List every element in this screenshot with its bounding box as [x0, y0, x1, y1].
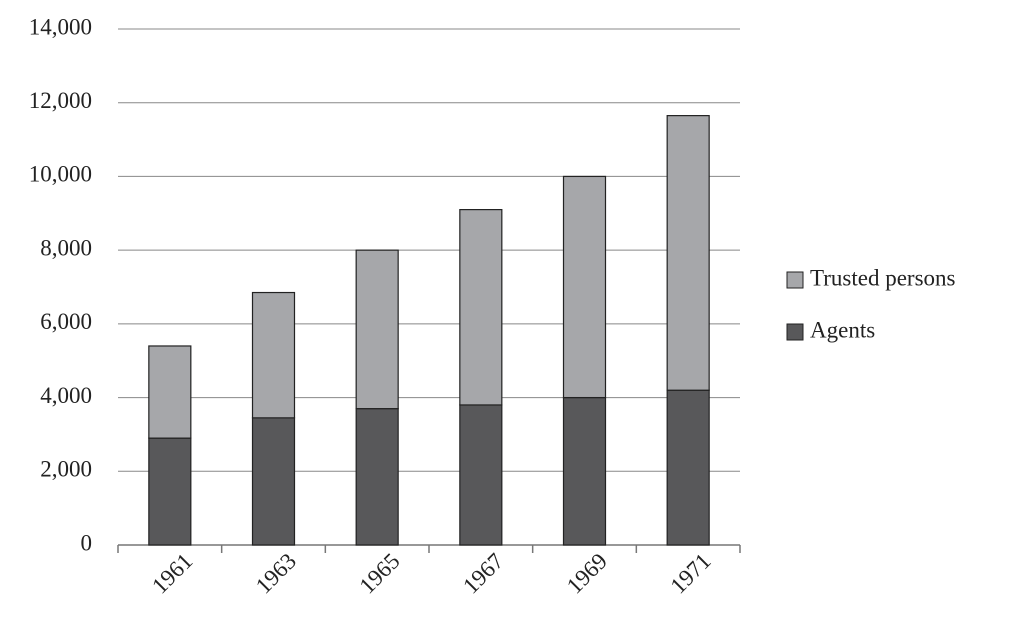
x-tick-label: 1961	[147, 548, 197, 598]
y-tick-label: 6,000	[40, 309, 92, 334]
y-tick-label: 0	[81, 530, 93, 555]
bar-segment	[666, 389, 710, 546]
bar-segment	[459, 209, 503, 406]
bar-segment	[562, 396, 607, 546]
legend-label: Agents	[810, 317, 875, 342]
bar-segment	[355, 249, 399, 410]
bar-segment	[251, 291, 296, 419]
y-tick-label: 10,000	[29, 162, 92, 187]
y-tick-label: 4,000	[40, 383, 92, 408]
legend-swatch	[786, 271, 804, 289]
x-tick-label: 1971	[665, 548, 715, 598]
bar-segment	[666, 115, 710, 391]
legend-swatch	[786, 323, 804, 341]
y-tick-label: 8,000	[40, 235, 92, 260]
y-tick-label: 2,000	[40, 457, 92, 482]
bar-segment	[459, 404, 503, 546]
x-tick-label: 1963	[251, 548, 301, 598]
bar-segment	[562, 175, 607, 399]
y-tick-label: 14,000	[29, 14, 92, 39]
x-tick-label: 1969	[562, 548, 612, 598]
legend-label: Trusted persons	[810, 265, 956, 290]
x-tick-label: 1967	[458, 548, 508, 598]
bar-segment	[148, 345, 192, 439]
bar-segment	[148, 437, 192, 546]
x-tick-label: 1965	[354, 548, 404, 598]
bar-segment	[251, 417, 296, 546]
bar-segment	[355, 408, 399, 546]
y-tick-label: 12,000	[29, 88, 92, 113]
